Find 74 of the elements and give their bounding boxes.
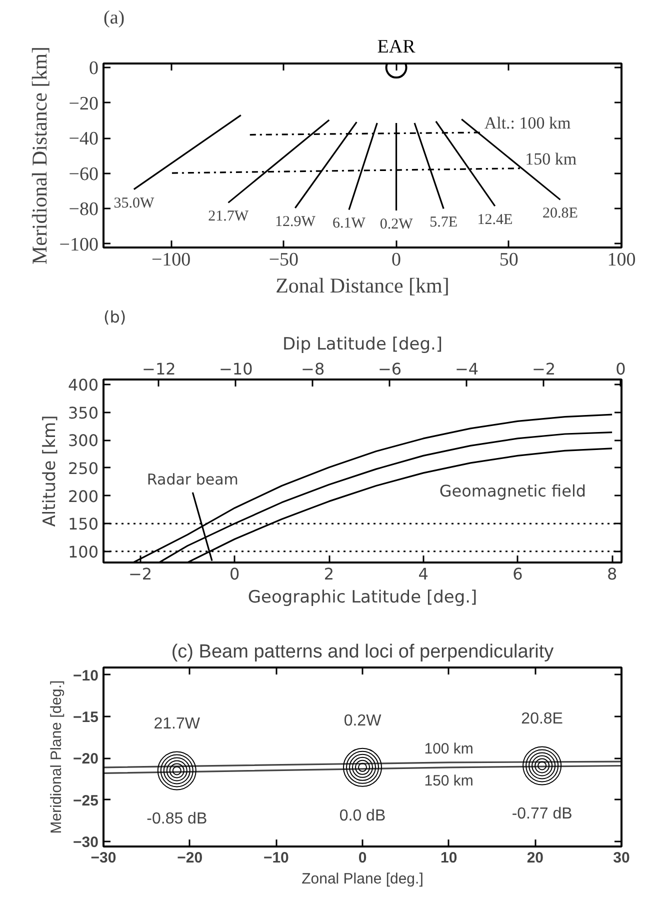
chart-title: (b) (104, 308, 126, 326)
y-tick-label: −25 (73, 792, 99, 810)
series-label: 5.7E (430, 214, 458, 231)
y-tick-label: −30 (73, 834, 99, 852)
x-tick-label: 100 (607, 250, 636, 270)
y-tick-label: 150 (68, 514, 99, 534)
x2-tick-label: −2 (532, 360, 556, 378)
x-tick-label: 0 (230, 564, 240, 584)
x2-tick-label: −10 (219, 360, 253, 378)
series-label: EAR (377, 36, 416, 58)
x-tick-label: 20 (526, 850, 544, 866)
annotation: -0.85 dB (146, 810, 208, 828)
series-label: 12.9W (274, 214, 316, 230)
x2-tick-label: −6 (378, 360, 402, 378)
text: 21.7W (154, 716, 201, 733)
x2-tick-label: −12 (142, 360, 176, 378)
x-tick-label: 10 (440, 850, 458, 866)
y-tick-label: −15 (73, 709, 99, 726)
text: 20.8E (521, 710, 563, 728)
x-tick-label: −100 (151, 250, 191, 270)
legend-label: 35.0W (114, 195, 155, 212)
y-axis-title: Meridional Distance [km] (27, 46, 52, 265)
y-tick-label: 400 (68, 376, 99, 395)
x-tick-label: 8 (606, 564, 618, 584)
series-label: 0.2W (380, 216, 414, 232)
x-tick-label: 50 (499, 250, 518, 270)
annotation: 0.0 dB (339, 807, 386, 824)
x-axis-title: Zonal Distance [km] (276, 274, 450, 298)
series-label: 100 km (424, 740, 474, 758)
x-tick-label: −50 (268, 250, 299, 270)
y-tick-label: 300 (68, 431, 99, 450)
x-tick-label: −30 (90, 850, 116, 866)
y-tick-label: −20 (68, 93, 99, 114)
chart-title: (a) (104, 8, 125, 28)
series-label: 21.7W (208, 208, 250, 225)
x-axis-title: Zonal Plane [deg.] (302, 870, 424, 888)
series-label: 150 km (525, 149, 577, 168)
x-tick-label: 30 (613, 850, 630, 866)
y-axis-title: Meridional Plane [deg.] (48, 680, 66, 834)
y-tick-label: −100 (59, 234, 99, 256)
series-label: 12.4E (477, 212, 513, 228)
annotation: Geomagnetic field (439, 482, 586, 501)
y-tick-label: 100 (68, 542, 99, 562)
y-tick-label: 200 (68, 486, 99, 506)
x-tick-label: 4 (418, 564, 428, 584)
series-label: Alt.: 100 km (484, 113, 571, 132)
x2-axis-title: Dip Latitude [deg.] (282, 334, 443, 354)
y-tick-label: −20 (73, 750, 99, 768)
x-tick-label: −10 (263, 850, 289, 866)
series-label: 150 km (424, 772, 474, 790)
y-tick-label: −40 (68, 128, 99, 150)
x2-tick-label: −8 (301, 360, 325, 378)
chart-title: (c) Beam patterns and loci of perpendicularity (171, 642, 554, 662)
x-tick-label: 0 (392, 250, 402, 270)
x-tick-label: −2 (128, 564, 152, 584)
y-axis-title: Altitude [km] (40, 415, 60, 527)
x-tick-label: 6 (512, 564, 523, 584)
y-tick-label: −80 (68, 199, 99, 220)
x-tick-label: 0 (358, 850, 367, 866)
text: 0.2W (344, 712, 382, 730)
annotation: -0.77 dB (512, 806, 572, 823)
x-axis-title: Geographic Latitude [deg.] (248, 588, 478, 608)
y-tick-label: 0 (89, 58, 98, 80)
y-tick-label: 350 (68, 403, 99, 422)
series-label: 6.1W (332, 216, 366, 232)
y-tick-label: −60 (68, 164, 99, 185)
series-label: 20.8E (542, 206, 578, 222)
y-tick-label: 250 (68, 458, 99, 478)
x2-tick-label: 0 (616, 360, 626, 378)
series-label: Radar beam (146, 470, 238, 488)
x2-tick-label: −4 (455, 360, 479, 378)
x-tick-label: 2 (324, 564, 334, 584)
y-tick-label: −10 (73, 667, 99, 684)
x-tick-label: −20 (177, 850, 203, 866)
